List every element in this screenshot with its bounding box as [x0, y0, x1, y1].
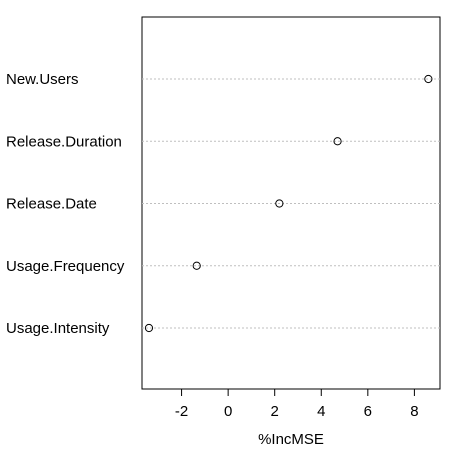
- category-label: Release.Date: [6, 196, 97, 213]
- data-points: [144, 74, 433, 333]
- data-point: [192, 261, 201, 270]
- category-label: Usage.Frequency: [6, 258, 125, 275]
- x-tick-label: 4: [317, 403, 325, 420]
- category-label: New.Users: [6, 71, 79, 88]
- x-tick-label: 2: [271, 403, 279, 420]
- grid-lines: [142, 78, 440, 329]
- x-tick-label: 8: [410, 403, 418, 420]
- data-point: [275, 199, 284, 208]
- data-point: [144, 323, 154, 333]
- category-labels: New.Users Release.Duration Release.Date Usa…: [6, 71, 125, 337]
- category-label: Release.Duration: [6, 133, 122, 150]
- x-tick-label: 6: [364, 403, 372, 420]
- x-axis-title: %IncMSE: [258, 431, 324, 448]
- data-point: [424, 74, 433, 84]
- x-tick-label: 0: [224, 403, 232, 420]
- data-point: [333, 137, 342, 146]
- category-label: Usage.Intensity: [6, 320, 110, 337]
- x-tick-label: -2: [175, 403, 188, 420]
- x-axis: -2 0 2 4 6 8: [175, 388, 419, 420]
